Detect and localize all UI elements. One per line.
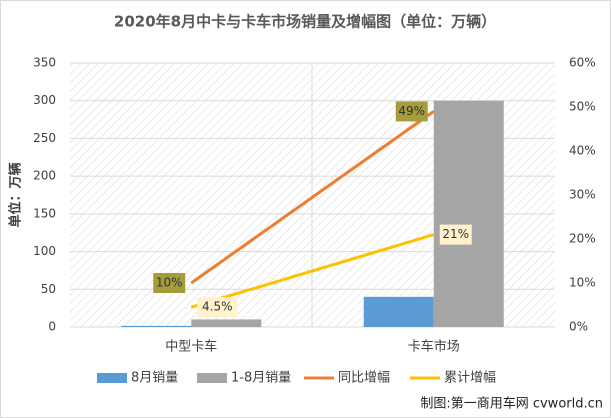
y-tick-label: 50: [41, 282, 56, 296]
data-label: 21%: [442, 227, 469, 241]
data-label: 49%: [398, 104, 425, 118]
y-tick-label: 150: [33, 206, 56, 220]
y-tick-label: 350: [33, 56, 56, 70]
y2-tick-label: 40%: [569, 144, 596, 158]
y2-tick-label: 0%: [569, 320, 588, 334]
y2-tick-label: 10%: [569, 276, 596, 290]
legend-label: 8月销量: [131, 371, 178, 386]
data-label: 10%: [156, 276, 183, 290]
data-label: 4.5%: [202, 300, 233, 314]
line: [190, 110, 435, 285]
y2-tick-label: 20%: [569, 232, 596, 246]
x-tick-label: 中型卡车: [165, 339, 217, 355]
y2-tick-label: 60%: [569, 56, 596, 70]
data-label-box: [197, 297, 238, 318]
bar: [121, 325, 192, 327]
legend-label: 累计增幅: [444, 371, 496, 386]
bar: [191, 319, 262, 327]
y-tick-label: 300: [33, 93, 56, 107]
legend-swatch: [197, 373, 227, 383]
y-tick-label: 250: [33, 131, 56, 145]
chart-title: 2020年8月中卡与卡车市场销量及增幅图（单位：万辆）: [114, 13, 496, 31]
y-axis-label: 单位：万辆: [8, 162, 24, 227]
bar: [363, 296, 434, 327]
legend-label: 1-8月销量: [231, 371, 291, 386]
data-label-box: [439, 224, 472, 245]
bar: [433, 100, 504, 327]
x-tick-label: 卡车市场: [408, 339, 460, 355]
source-note: 制图:第一商用车网 cvworld.cn: [420, 396, 603, 412]
y-tick-label: 0: [48, 320, 56, 334]
data-label-box: [395, 101, 428, 122]
data-label-box: [153, 273, 186, 293]
legend-label: 同比增幅: [338, 371, 390, 386]
y-tick-label: 200: [33, 169, 56, 183]
legend-swatch: [97, 373, 127, 383]
y2-tick-label: 30%: [569, 188, 596, 202]
y-tick-label: 100: [33, 244, 56, 258]
y2-tick-label: 50%: [569, 100, 596, 114]
line: [190, 233, 435, 309]
